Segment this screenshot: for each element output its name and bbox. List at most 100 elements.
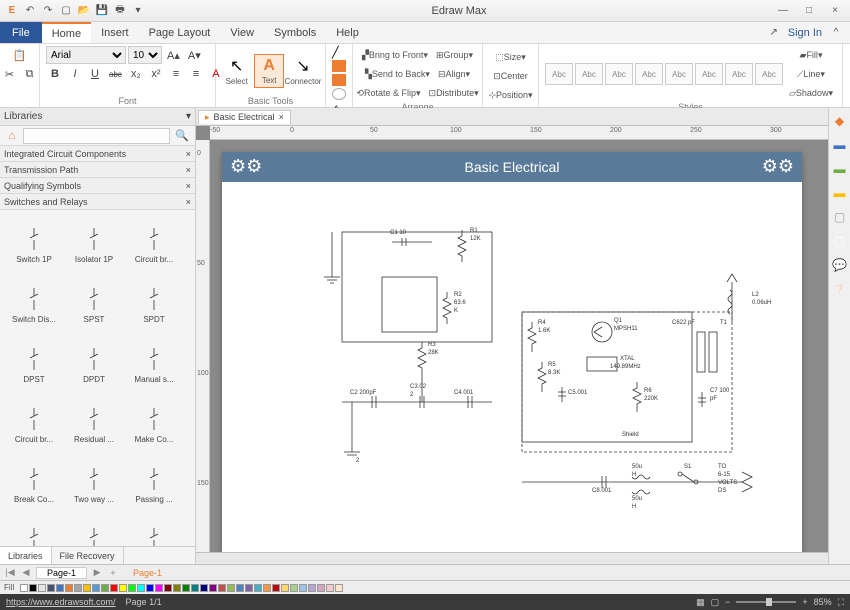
shape-line[interactable]: ╱ — [332, 46, 346, 58]
library-shape[interactable]: Isolator 1P — [64, 214, 124, 274]
color-swatch[interactable] — [326, 584, 334, 592]
style-preview-3[interactable]: Abc — [635, 63, 663, 85]
color-swatch[interactable] — [56, 584, 64, 592]
add-page-button[interactable]: + — [107, 568, 119, 578]
library-shape[interactable]: Make Co... — [124, 394, 184, 454]
undo-button[interactable]: ↶ — [22, 3, 38, 19]
color-swatch[interactable] — [227, 584, 235, 592]
right-tool-5[interactable]: ▢ — [831, 232, 849, 250]
cut-button[interactable]: ✂ — [1, 65, 19, 83]
library-search-button[interactable]: 🔍 — [172, 127, 192, 145]
next-page-button[interactable]: ▶ — [91, 567, 103, 578]
library-shape[interactable]: Passing ... — [124, 454, 184, 514]
app-icon[interactable]: E — [4, 3, 20, 19]
library-shape[interactable]: Switch 1P — [4, 214, 64, 274]
color-swatch[interactable] — [263, 584, 271, 592]
color-swatch[interactable] — [281, 584, 289, 592]
group-button[interactable]: ⊞ Group▾ — [433, 46, 476, 64]
maximize-button[interactable]: □ — [798, 3, 820, 19]
connector-tool[interactable]: ↘ Connector — [287, 54, 319, 88]
underline-button[interactable]: U — [86, 65, 104, 83]
fit-button[interactable]: ⛶ — [838, 597, 844, 608]
library-search-input[interactable] — [23, 128, 170, 144]
drawing-page[interactable]: ⚙⚙ Basic Electrical ⚙⚙ — [222, 152, 802, 552]
view-icon2[interactable]: ▢ — [711, 597, 720, 608]
color-swatch[interactable] — [119, 584, 127, 592]
library-shape[interactable]: Break Co... — [4, 454, 64, 514]
shadow-button[interactable]: ▱ Shadow▾ — [786, 84, 836, 102]
prev-page-button[interactable]: ◀ — [20, 567, 32, 578]
tab-help[interactable]: Help — [326, 22, 369, 43]
color-swatch[interactable] — [38, 584, 46, 592]
size-button[interactable]: ⬚ Size▾ — [492, 48, 529, 66]
paste-button[interactable]: 📋 — [10, 46, 30, 64]
library-category[interactable]: Qualifying Symbols× — [0, 178, 195, 194]
page-tab-1[interactable]: Page-1 — [36, 567, 87, 579]
minimize-button[interactable]: — — [772, 3, 794, 19]
color-swatch[interactable] — [110, 584, 118, 592]
collapse-ribbon-button[interactable]: ^ — [828, 25, 844, 41]
color-swatch[interactable] — [146, 584, 154, 592]
right-tool-4[interactable]: ▢ — [831, 208, 849, 226]
tab-page-layout[interactable]: Page Layout — [139, 22, 221, 43]
library-shape[interactable]: Stay put — [64, 514, 124, 546]
qat-dropdown[interactable]: ▾ — [130, 3, 146, 19]
shape-circle[interactable] — [332, 88, 346, 100]
status-url[interactable]: https://www.edrawsoft.com/ — [6, 597, 116, 607]
shape-hex[interactable] — [332, 60, 346, 72]
color-swatch[interactable] — [254, 584, 262, 592]
right-tool-6[interactable]: 💬 — [831, 256, 849, 274]
open-button[interactable]: 📂 — [76, 3, 92, 19]
color-swatch[interactable] — [92, 584, 100, 592]
center-button[interactable]: ⊡ Center — [490, 67, 531, 85]
italic-button[interactable]: I — [66, 65, 84, 83]
library-shape[interactable]: SPDT — [124, 274, 184, 334]
style-gallery[interactable]: AbcAbcAbcAbcAbcAbcAbcAbc — [545, 63, 783, 85]
style-preview-5[interactable]: Abc — [695, 63, 723, 85]
shape-rect[interactable] — [332, 74, 346, 86]
superscript-button[interactable]: x² — [147, 65, 165, 83]
library-shape[interactable]: Manual s... — [124, 334, 184, 394]
color-swatch[interactable] — [20, 584, 28, 592]
zoom-out-button[interactable]: − — [725, 597, 730, 607]
library-category[interactable]: Integrated Circuit Components× — [0, 146, 195, 162]
close-tab-icon[interactable]: × — [279, 112, 284, 122]
library-shape[interactable]: Residual ... — [64, 394, 124, 454]
color-swatch[interactable] — [218, 584, 226, 592]
font-size-select[interactable]: 10 — [128, 46, 162, 64]
rotate-button[interactable]: ⟲ Rotate & Flip▾ — [353, 84, 423, 102]
text-tool[interactable]: A Text — [254, 54, 284, 88]
file-tab[interactable]: File — [0, 22, 42, 43]
style-preview-6[interactable]: Abc — [725, 63, 753, 85]
schematic-diagram[interactable]: C1 10 R1 12K R2 63.6 K R3 28K C2 200pF C… — [232, 192, 792, 542]
color-swatch[interactable] — [83, 584, 91, 592]
color-swatch[interactable] — [236, 584, 244, 592]
new-button[interactable]: ▢ — [58, 3, 74, 19]
close-icon[interactable]: × — [186, 197, 191, 207]
zoom-slider[interactable] — [736, 601, 796, 603]
color-swatch[interactable] — [47, 584, 55, 592]
color-swatch[interactable] — [164, 584, 172, 592]
bullets-button[interactable]: ≡ — [167, 65, 185, 83]
zoom-in-button[interactable]: + — [802, 597, 807, 607]
color-swatch[interactable] — [308, 584, 316, 592]
library-shape[interactable]: Two way ... — [64, 454, 124, 514]
font-name-select[interactable]: Arial — [46, 46, 126, 64]
bold-button[interactable]: B — [46, 65, 64, 83]
color-swatch[interactable] — [245, 584, 253, 592]
shrink-font-button[interactable]: A▾ — [185, 46, 204, 64]
color-swatch[interactable] — [155, 584, 163, 592]
style-preview-7[interactable]: Abc — [755, 63, 783, 85]
library-shape[interactable]: Circuit br... — [124, 214, 184, 274]
library-shape[interactable]: Spring ret... — [4, 514, 64, 546]
horizontal-scrollbar[interactable] — [196, 552, 828, 564]
bring-to-front-button[interactable]: ▞ Bring to Front▾ — [359, 46, 431, 64]
strike-button[interactable]: abc — [106, 65, 125, 83]
grow-font-button[interactable]: A▴ — [164, 46, 183, 64]
library-category[interactable]: Transmission Path× — [0, 162, 195, 178]
copy-button[interactable]: ⧉ — [21, 65, 39, 83]
color-swatch[interactable] — [290, 584, 298, 592]
right-tool-2[interactable]: ▬ — [831, 160, 849, 178]
libraries-tab[interactable]: Libraries — [0, 547, 52, 564]
color-swatch[interactable] — [272, 584, 280, 592]
